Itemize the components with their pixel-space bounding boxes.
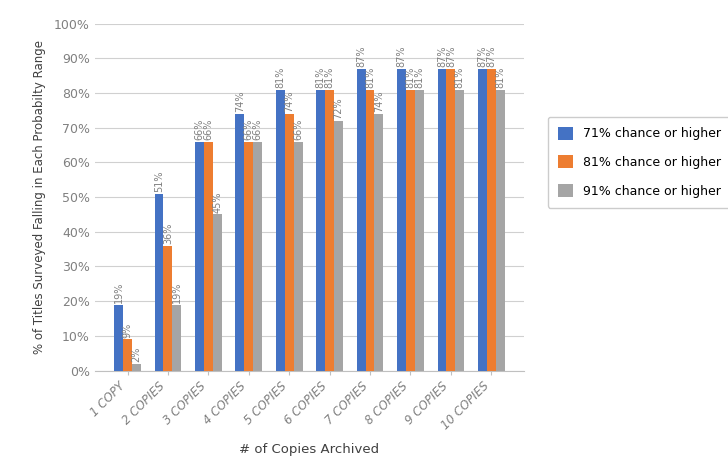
Bar	[365, 90, 374, 370]
Legend: 71% chance or higher, 81% chance or higher, 91% chance or higher: 71% chance or higher, 81% chance or high…	[547, 117, 728, 208]
Text: 81%: 81%	[405, 66, 416, 88]
Text: 81%: 81%	[325, 66, 335, 88]
Bar	[397, 69, 406, 370]
Text: 19%: 19%	[114, 282, 124, 303]
Bar	[478, 69, 487, 370]
Text: 2%: 2%	[131, 346, 141, 362]
Text: 74%: 74%	[235, 91, 245, 112]
Text: 66%: 66%	[293, 119, 303, 140]
Bar	[293, 142, 303, 370]
Bar	[204, 142, 213, 370]
Bar	[195, 142, 204, 370]
Text: 87%: 87%	[446, 46, 456, 67]
Text: 81%: 81%	[455, 66, 464, 88]
Bar	[123, 339, 132, 370]
Text: 74%: 74%	[374, 91, 384, 112]
Text: 81%: 81%	[365, 66, 375, 88]
Text: 81%: 81%	[275, 66, 285, 88]
Bar	[164, 246, 173, 370]
X-axis label: # of Copies Archived: # of Copies Archived	[240, 444, 379, 456]
Y-axis label: % of Titles Surveyed Falling in Each Probabilty Range: % of Titles Surveyed Falling in Each Pro…	[33, 40, 46, 354]
Text: 66%: 66%	[203, 119, 213, 140]
Text: 36%: 36%	[163, 223, 173, 244]
Text: 87%: 87%	[356, 46, 366, 67]
Bar	[276, 90, 285, 370]
Bar	[114, 304, 123, 370]
Bar	[213, 215, 222, 370]
Text: 81%: 81%	[495, 66, 505, 88]
Text: 87%: 87%	[397, 46, 406, 67]
Bar	[253, 142, 262, 370]
Text: 87%: 87%	[437, 46, 447, 67]
Bar	[285, 114, 293, 370]
Bar	[235, 114, 245, 370]
Text: 66%: 66%	[244, 119, 254, 140]
Text: 87%: 87%	[478, 46, 488, 67]
Bar	[334, 121, 343, 370]
Bar	[406, 90, 415, 370]
Bar	[487, 69, 496, 370]
Bar	[374, 114, 384, 370]
Bar	[173, 304, 181, 370]
Bar	[415, 90, 424, 370]
Text: 51%: 51%	[154, 171, 164, 192]
Bar	[316, 90, 325, 370]
Text: 72%: 72%	[333, 97, 344, 119]
Bar	[245, 142, 253, 370]
Text: 87%: 87%	[486, 46, 496, 67]
Bar	[357, 69, 365, 370]
Text: 19%: 19%	[172, 282, 182, 303]
Text: 81%: 81%	[316, 66, 325, 88]
Bar	[438, 69, 446, 370]
Bar	[325, 90, 334, 370]
Bar	[154, 194, 164, 370]
Bar	[446, 69, 455, 370]
Bar	[132, 363, 141, 370]
Text: 74%: 74%	[284, 91, 294, 112]
Text: 66%: 66%	[253, 119, 263, 140]
Text: 81%: 81%	[414, 66, 424, 88]
Bar	[496, 90, 505, 370]
Text: 9%: 9%	[122, 323, 132, 338]
Text: 66%: 66%	[194, 119, 205, 140]
Text: 45%: 45%	[213, 191, 222, 213]
Bar	[455, 90, 464, 370]
